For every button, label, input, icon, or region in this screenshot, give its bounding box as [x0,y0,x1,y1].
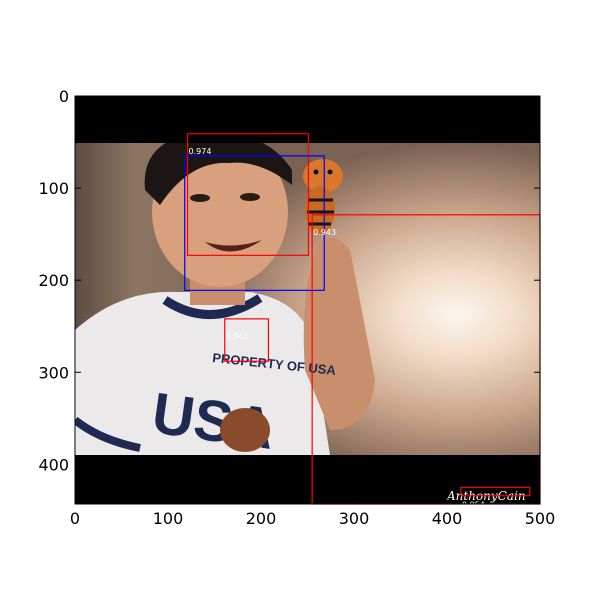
boy-mouth [205,240,262,252]
letterbox-top [75,96,540,143]
y-tick-label: 100 [38,179,69,198]
detection-box [184,155,325,291]
boy-eye-right [240,193,260,201]
x-tick-label: 200 [246,509,277,528]
detection-box [186,133,310,256]
shirt-sleeve-trim [75,416,141,452]
detection-score: 0.943 [313,228,336,237]
detection-score: 0.974 [189,147,212,156]
boy-shirt [75,291,330,455]
boy-eye-left [190,194,210,202]
boy-arm [303,237,375,430]
y-tick-label: 300 [38,363,69,382]
x-tick-label: 500 [525,509,556,528]
detection-box [224,318,270,362]
photo: PROPERTY OF USA USA AnthonyCain [75,96,540,504]
detection-score: 0.954 [462,500,485,509]
shirt-print-bear [220,408,270,452]
x-tick-label: 400 [432,509,463,528]
x-tick-label: 100 [153,509,184,528]
x-tick-label: 300 [339,509,370,528]
y-tick-label: 0 [59,87,69,106]
axes-frame [74,95,541,505]
shirt-collar [162,294,263,319]
y-tick-label: 200 [38,271,69,290]
detection-score: 0.941 [226,332,249,341]
axis-ticks: 0 100 200 300 400 500 0 100 200 300 400 [38,87,555,528]
boy-face [152,143,288,287]
boy-hair [144,143,292,205]
y-tick-label: 400 [38,455,69,474]
x-tick-label: 0 [70,509,80,528]
detection-box [460,486,531,497]
